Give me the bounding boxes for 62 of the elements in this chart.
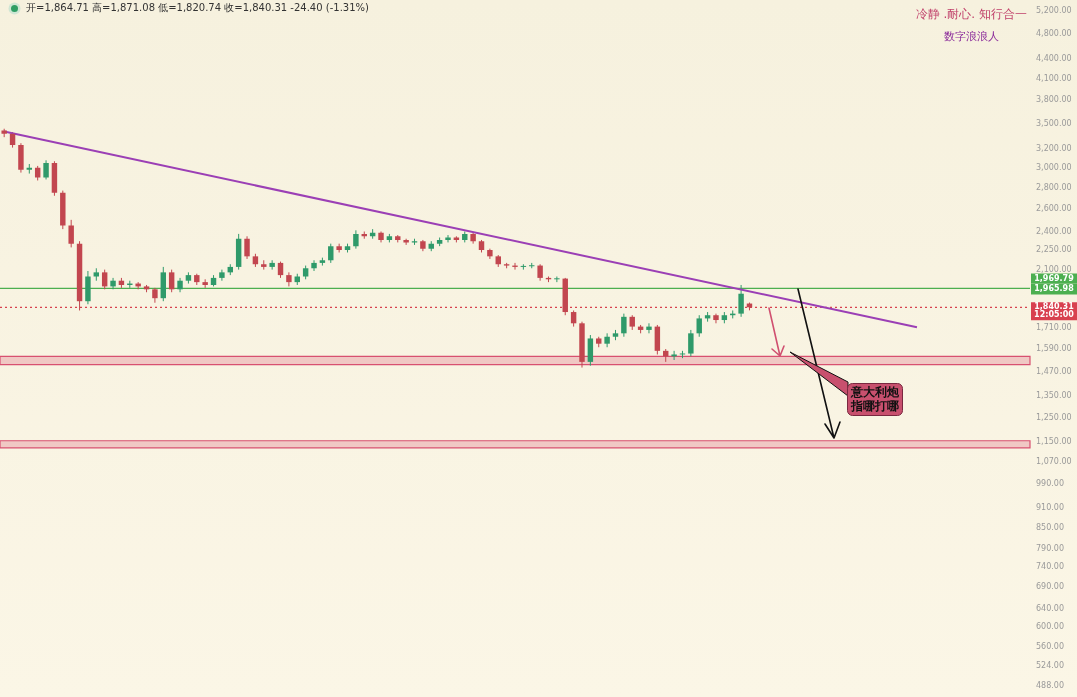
y-tick-label: 1,590.00 — [1036, 344, 1072, 354]
y-tick-label: 3,200.00 — [1036, 144, 1072, 154]
candlestick — [621, 313, 627, 338]
y-tick-label: 910.00 — [1036, 503, 1064, 513]
y-tick-label: 1,710.00 — [1036, 323, 1072, 333]
y-tick-label: 3,000.00 — [1036, 162, 1072, 172]
y-tick-label: 3,800.00 — [1036, 95, 1072, 105]
y-tick-label: 488.00 — [1036, 681, 1064, 691]
candlestick — [101, 269, 108, 290]
ref-line-label: 1,840.31 — [1034, 302, 1075, 312]
candlestick — [696, 314, 702, 338]
y-tick-label: 1,470.00 — [1036, 366, 1072, 376]
y-tick-label: 990.00 — [1036, 479, 1064, 489]
annotation: 开=1,864.71 高=1,871.08 低=1,820.74 收=1,840.31 -24.40 (-1.31%) — [26, 1, 369, 15]
candlestick — [604, 332, 610, 348]
candlestick — [520, 263, 527, 271]
y-tick-label: 600.00 — [1036, 622, 1064, 632]
candlestick — [738, 284, 744, 318]
chart-title: 冷静 .耐心. 知行合一 — [915, 6, 1027, 23]
candlestick — [353, 229, 359, 250]
y-tick-label: 524.00 — [1036, 660, 1064, 670]
text: 12:05:00 — [1034, 310, 1075, 320]
candlestick — [554, 276, 560, 283]
y-tick-label: 850.00 — [1036, 522, 1064, 532]
y-tick-label: 1,150.00 — [1036, 436, 1072, 446]
candlestick — [671, 350, 677, 361]
y-tick-label: 2,800.00 — [1036, 182, 1072, 192]
y-tick-label: 1,250.00 — [1036, 412, 1072, 422]
y-tick-label: 1,350.00 — [1036, 390, 1072, 400]
y-tick-label: 2,250.00 — [1036, 245, 1072, 255]
candlestick — [403, 238, 409, 246]
candlestick — [219, 269, 225, 282]
candlestick — [646, 322, 652, 334]
y-tick-label: 740.00 — [1036, 562, 1064, 572]
y-tick-label: 560.00 — [1036, 641, 1064, 651]
y-tick-label: 4,400.00 — [1036, 53, 1072, 63]
y-tick-label: 2,100.00 — [1036, 264, 1072, 274]
candlestick — [445, 234, 451, 243]
candlestick — [688, 329, 694, 357]
candlestick — [110, 277, 116, 290]
candlestick — [43, 159, 49, 180]
y-tick-label: 4,800.00 — [1036, 28, 1072, 38]
candlestick — [587, 334, 594, 367]
y-tick-label: 1,070.00 — [1036, 457, 1072, 467]
y-tick-label: 2,400.00 — [1036, 226, 1072, 236]
candlestick — [286, 271, 292, 287]
candlestick — [311, 259, 317, 272]
annotation: 意大利炮指哪打哪 — [847, 383, 903, 416]
y-tick-label: 690.00 — [1036, 582, 1064, 592]
y-tick-label: 5,200.00 — [1036, 5, 1072, 15]
text: 1,969.79 — [1034, 273, 1075, 283]
candlestick — [244, 235, 250, 260]
text: 数字浪浪人 — [942, 29, 1000, 44]
candlestick — [328, 243, 334, 264]
y-tick-label: 4,100.00 — [1036, 73, 1072, 83]
ref-line-label: 1,965.98 — [1034, 283, 1075, 293]
y-tick-label: 790.00 — [1036, 543, 1064, 553]
y-tick-label: 3,500.00 — [1036, 118, 1072, 128]
y-tick-label: 640.00 — [1036, 603, 1064, 613]
candlestick — [168, 269, 175, 293]
candlestick — [68, 219, 74, 248]
y-tick-label: 2,600.00 — [1036, 203, 1072, 213]
